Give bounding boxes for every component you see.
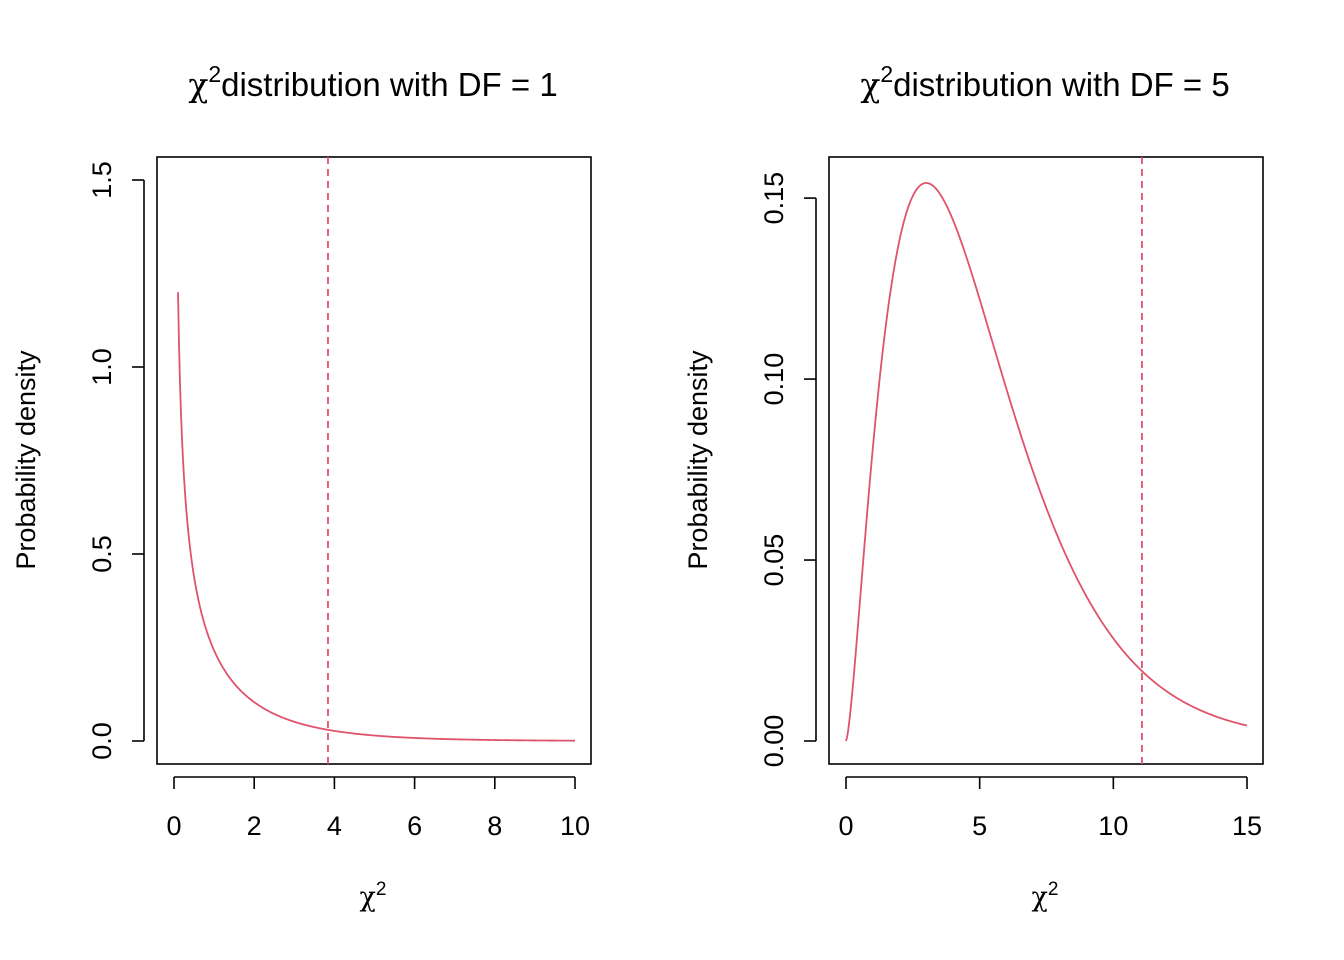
x-axis: 0 5 10 15 [838,776,1262,841]
x-tick-label: 10 [560,811,590,841]
plot-content [845,157,1248,764]
x-tick-label: 6 [407,811,422,841]
x-tick-label: 0 [838,811,853,841]
y-tick-label: 0.05 [759,534,789,587]
chart-title: χ2distribution with DF = 1 [188,61,557,104]
chart-panel-df5: χ2distribution with DF = 5 0 5 10 15 0.000.… [683,61,1264,913]
y-tick-label: 0.10 [759,353,789,406]
y-tick-label: 0.00 [759,715,789,768]
title-superscript: 2 [208,61,221,87]
x-axis-label-symbol: χ [360,882,376,913]
y-tick-label: 1.5 [87,161,117,199]
title-text: distribution with DF = 5 [893,66,1230,103]
x-tick-label: 8 [487,811,502,841]
y-tick-label: 0.15 [759,172,789,225]
density-curve [177,292,575,742]
x-tick-label: 4 [327,811,342,841]
title-chi-symbol: χ [860,65,880,104]
y-axis: 0.00 0.05 0.10 0.15 [759,172,817,768]
x-tick-label: 0 [166,811,181,841]
y-tick-label: 1.0 [87,348,117,386]
density-curve [845,182,1248,742]
y-axis-label: Probability density [11,350,41,570]
x-axis: 0 2 4 6 8 10 [166,776,590,841]
chart-title: χ2distribution with DF = 5 [860,61,1229,104]
title-superscript: 2 [880,61,893,87]
plot-frame [156,156,592,765]
x-axis-label-superscript: 2 [376,879,387,900]
chart-panel-df1: χ2distribution with DF = 1 0 2 4 6 8 10 0.00.… [11,61,592,913]
y-tick-label: 0.0 [87,722,117,760]
title-chi-symbol: χ [188,65,208,104]
x-tick-label: 10 [1098,811,1128,841]
x-axis-label-symbol: χ [1032,882,1048,913]
y-axis: 0.0 0.5 1.0 1.5 [87,161,145,760]
x-axis-label: χ2 [360,879,387,913]
title-text: distribution with DF = 1 [221,66,558,103]
plot-frame [828,156,1264,765]
x-tick-label: 5 [972,811,987,841]
x-tick-label: 15 [1232,811,1262,841]
x-axis-label: χ2 [1032,879,1059,913]
x-axis-label-superscript: 2 [1048,879,1059,900]
plot-content [177,157,575,764]
y-tick-label: 0.5 [87,535,117,573]
y-axis-label: Probability density [683,350,713,570]
x-tick-label: 2 [247,811,262,841]
